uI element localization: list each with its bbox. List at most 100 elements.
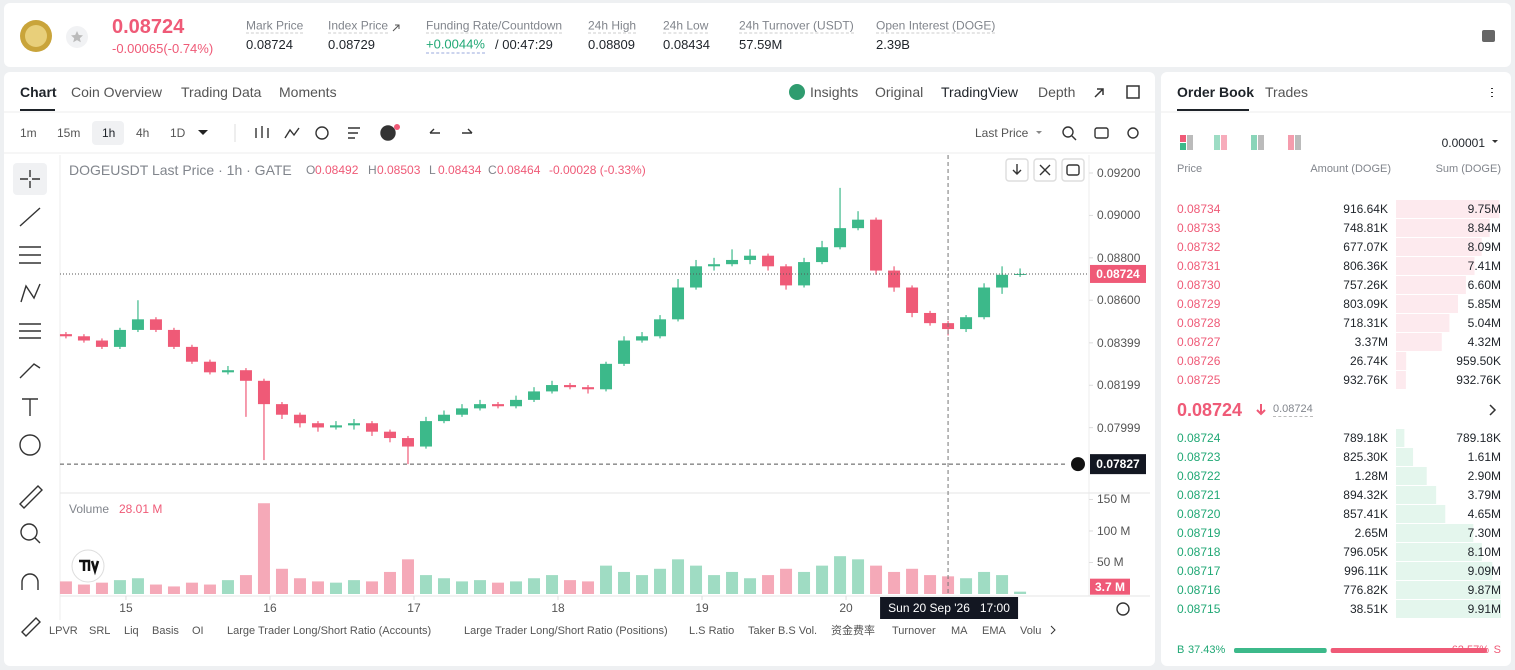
book-sum: 7.41M	[1467, 259, 1501, 273]
indicator[interactable]: EMA	[982, 625, 1006, 637]
indicator[interactable]: Liq	[124, 625, 139, 637]
column-header: Sum (DOGE)	[1435, 163, 1501, 175]
candle-body	[59, 334, 72, 337]
book-tab[interactable]: Trades	[1265, 84, 1309, 100]
indicator[interactable]: L.S Ratio	[689, 625, 735, 637]
candle-body	[546, 385, 559, 392]
candle-body	[582, 387, 595, 390]
chart-tab[interactable]: Chart	[20, 84, 57, 100]
volume-bar	[618, 571, 631, 594]
indicator[interactable]: Basis	[152, 625, 179, 637]
book-amount: 996.11K	[1344, 564, 1388, 578]
view-tab[interactable]: TradingView	[941, 84, 1019, 100]
book-sum: 2.90M	[1467, 469, 1501, 483]
column-header: Amount (DOGE)	[1310, 163, 1391, 175]
interval[interactable]: 1m	[20, 126, 37, 140]
indicator[interactable]: Large Trader Long/Short Ratio (Positions…	[464, 625, 668, 637]
tool-selected-bg	[13, 163, 47, 195]
indicator[interactable]: OI	[192, 625, 204, 637]
indicator[interactable]: Taker B.S Vol.	[748, 625, 818, 637]
volume-bar	[293, 578, 306, 594]
book-sum: 932.76K	[1456, 373, 1501, 387]
stat-label: Index Price	[328, 18, 389, 34]
interval[interactable]: 4h	[136, 126, 150, 140]
dropdown-icon[interactable]	[1036, 131, 1042, 134]
book-mark-price[interactable]: 0.08724	[1273, 403, 1313, 417]
book-amount: 894.32K	[1343, 488, 1388, 502]
menu-icon[interactable]	[1482, 30, 1495, 42]
book-amount: 1.28M	[1354, 469, 1388, 483]
interval[interactable]: 1D	[170, 126, 186, 140]
volume-bar	[221, 580, 234, 594]
book-sum: 4.32M	[1467, 335, 1501, 349]
view-tab[interactable]: Insights	[810, 84, 859, 100]
chart-tab[interactable]: Trading Data	[181, 84, 262, 100]
scroll-right[interactable]	[1050, 625, 1056, 635]
price-source[interactable]: Last Price	[975, 126, 1029, 140]
depth-bar	[1396, 257, 1475, 275]
book-amount: 932.76K	[1343, 373, 1388, 387]
precision[interactable]: 0.00001	[1441, 136, 1485, 150]
depth-bar	[1396, 219, 1490, 237]
indicator[interactable]: MA	[951, 625, 968, 637]
view-tab[interactable]: Depth	[1038, 84, 1076, 100]
book-sum: 5.85M	[1467, 297, 1501, 311]
chart-buttons[interactable]	[1005, 158, 1085, 182]
book-tab[interactable]: Order Book	[1177, 84, 1255, 100]
sell-ratio: 62.57%	[1451, 644, 1489, 656]
candle-body	[419, 421, 432, 447]
volume-last-tag	[1090, 578, 1130, 595]
y-tick-label: 0.09200	[1097, 166, 1141, 181]
chart-tab[interactable]: Coin Overview	[71, 84, 163, 100]
chevron[interactable]	[1489, 404, 1497, 416]
volume-last-label: 3.7 M	[1094, 579, 1126, 594]
header-bar	[4, 3, 1511, 67]
indicator[interactable]: Turnover	[892, 625, 936, 637]
chart-tab[interactable]: Moments	[279, 84, 337, 100]
interval[interactable]: 15m	[57, 126, 81, 140]
ohlc-value: 0.08503	[377, 163, 421, 177]
buy-label: B	[1177, 644, 1185, 656]
candle-body	[690, 266, 703, 288]
book-sum: 7.30M	[1467, 526, 1501, 540]
indicator[interactable]: Large Trader Long/Short Ratio (Accounts)	[227, 625, 432, 637]
indicator[interactable]: Volu	[1020, 625, 1042, 637]
window-icon[interactable]	[1126, 85, 1140, 99]
book-price: 0.08731	[1177, 259, 1221, 273]
expand-icon[interactable]	[1094, 88, 1104, 98]
candle-body	[600, 363, 613, 390]
candle-body	[131, 319, 144, 330]
stat-value: 57.59M	[739, 37, 783, 52]
book-price: 0.08733	[1177, 221, 1221, 235]
depth-bar	[1396, 562, 1493, 580]
indicator[interactable]: 资金费率	[831, 625, 875, 637]
drawing-tools[interactable]	[19, 170, 43, 637]
depth-bar	[1396, 333, 1442, 351]
settings-icon[interactable]	[1116, 602, 1130, 616]
volume-bar	[816, 565, 829, 594]
candle-body	[816, 247, 829, 263]
volume-bar	[654, 568, 667, 594]
ohlc-key: L	[429, 163, 436, 177]
volume-tick-label: 100 M	[1097, 523, 1131, 538]
volume-bar	[600, 565, 613, 594]
depth-bar	[1396, 200, 1500, 218]
view-tab[interactable]: Original	[875, 84, 924, 100]
dropdown-icon[interactable]	[1492, 140, 1498, 143]
dropdown-icon[interactable]	[198, 130, 208, 135]
stat-label: Mark Price	[246, 18, 304, 34]
indicator[interactable]: SRL	[89, 625, 111, 637]
volume-bar	[690, 565, 703, 594]
book-price: 0.08734	[1177, 202, 1221, 216]
book-sum: 1.61M	[1467, 450, 1501, 464]
indicator[interactable]: LPVR	[49, 625, 78, 637]
add-alert-button	[1071, 457, 1085, 472]
depth-bar	[1396, 543, 1482, 561]
interval[interactable]: 1h	[102, 126, 116, 140]
book-view-icons[interactable]	[1180, 135, 1301, 150]
depth-bar	[1396, 276, 1466, 294]
volume-bar	[131, 578, 144, 594]
book-amount: 857.41K	[1343, 507, 1388, 521]
depth-bar	[1396, 505, 1446, 523]
